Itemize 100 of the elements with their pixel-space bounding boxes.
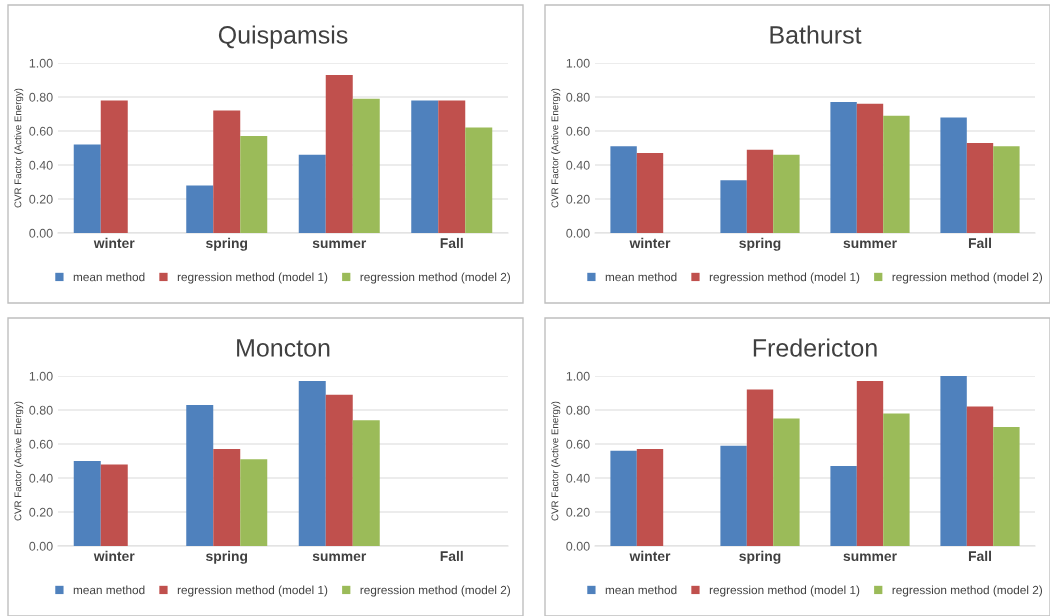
y-axis-title: CVR Factor (Active Energy) (551, 401, 561, 521)
bar (940, 376, 967, 546)
legend-label: regression method (model 1) (709, 272, 860, 284)
bar (993, 146, 1020, 233)
bar (773, 418, 800, 546)
bar (100, 464, 128, 546)
y-tick-label: 0.60 (566, 439, 590, 449)
y-tick-label: 0.80 (29, 92, 53, 102)
bar (411, 100, 439, 233)
bar (610, 146, 637, 233)
y-axis-title: CVR Factor (Active Energy) (14, 401, 24, 521)
bar (746, 149, 774, 233)
x-tick-label: winter (629, 550, 671, 562)
bar (240, 136, 268, 233)
legend-label: mean method (73, 585, 145, 595)
bar (993, 427, 1020, 546)
y-tick-label: 1.00 (566, 58, 590, 68)
bar (966, 406, 994, 546)
x-tick-label: Fall (968, 550, 991, 562)
x-tick-label: Fall (440, 237, 463, 249)
bar (465, 127, 493, 233)
legend-label: mean method (73, 272, 145, 282)
y-tick-label: 0.00 (29, 228, 53, 238)
x-tick-label: spring (739, 550, 781, 564)
bar (73, 461, 101, 546)
bar (240, 459, 268, 546)
y-axis-title: CVR Factor (Active Energy) (551, 88, 561, 208)
y-axis-title: CVR Factor (Active Energy) (14, 88, 24, 208)
y-tick-label: 0.20 (29, 507, 53, 517)
bar (438, 100, 466, 233)
chart-title: Moncton (237, 339, 330, 357)
chart-title: Bathurst (770, 25, 862, 44)
bar (856, 381, 884, 546)
bar (186, 404, 214, 546)
bar (186, 185, 214, 233)
y-tick-label: 0.00 (566, 228, 590, 238)
y-tick-label: 0.00 (566, 541, 590, 551)
bar (298, 154, 326, 233)
bar (325, 74, 353, 233)
x-tick-label: winter (93, 237, 135, 249)
legend-label: regression method (model 2) (360, 272, 511, 284)
y-tick-label: 0.60 (29, 126, 53, 136)
y-tick-label: 0.40 (29, 160, 53, 170)
bar (636, 449, 664, 546)
bar (100, 100, 128, 233)
bar (213, 110, 241, 233)
bar (298, 381, 326, 546)
bar (352, 98, 380, 233)
x-tick-label: Fall (968, 237, 991, 249)
bar (830, 102, 857, 233)
bar (610, 450, 637, 546)
bar (773, 154, 800, 233)
bar (213, 449, 241, 546)
chart-title: Fredericton (753, 338, 877, 357)
legend-label: regression method (model 2) (892, 272, 1043, 284)
bar (883, 413, 910, 546)
y-tick-label: 0.60 (566, 126, 590, 136)
y-tick-label: 1.00 (29, 371, 53, 381)
y-tick-label: 0.60 (29, 439, 53, 449)
bar (940, 117, 967, 233)
x-tick-label: summer (843, 553, 897, 562)
bar (746, 389, 774, 546)
legend-label: mean method (605, 585, 677, 595)
y-tick-label: 1.00 (29, 58, 53, 68)
y-tick-label: 0.40 (29, 473, 53, 483)
x-tick-label: spring (206, 237, 248, 251)
bar (720, 180, 747, 233)
bar (636, 153, 664, 233)
legend-label: regression method (model 2) (892, 585, 1043, 597)
y-tick-label: 0.20 (29, 194, 53, 204)
bar (856, 103, 884, 233)
bar (830, 466, 857, 546)
legend-label: regression method (model 1) (709, 585, 860, 597)
y-tick-label: 0.20 (566, 507, 590, 517)
y-tick-label: 0.00 (29, 541, 53, 551)
y-tick-label: 0.20 (566, 194, 590, 204)
legend-label: regression method (model 1) (177, 585, 328, 597)
y-tick-label: 0.40 (566, 160, 590, 170)
legend-label: regression method (model 1) (177, 272, 328, 284)
y-tick-label: 0.40 (566, 473, 590, 483)
bar (883, 115, 910, 233)
bar (73, 144, 101, 233)
x-tick-label: spring (739, 237, 781, 251)
y-tick-label: 1.00 (566, 371, 590, 381)
chart-title: Quispamsis (218, 25, 348, 49)
x-tick-label: summer (312, 240, 367, 249)
y-tick-label: 0.80 (566, 405, 590, 415)
bar (325, 394, 353, 546)
legend-label: mean method (605, 272, 677, 282)
bar (720, 445, 747, 546)
bar (352, 420, 380, 546)
x-tick-label: spring (206, 550, 248, 564)
x-tick-label: winter (629, 237, 671, 249)
x-tick-label: winter (93, 550, 135, 562)
legend-label: regression method (model 2) (360, 585, 511, 597)
x-tick-label: Fall (440, 550, 463, 562)
x-tick-label: summer (843, 240, 897, 249)
y-tick-label: 0.80 (29, 405, 53, 415)
bar (966, 142, 994, 233)
y-tick-label: 0.80 (566, 92, 590, 102)
